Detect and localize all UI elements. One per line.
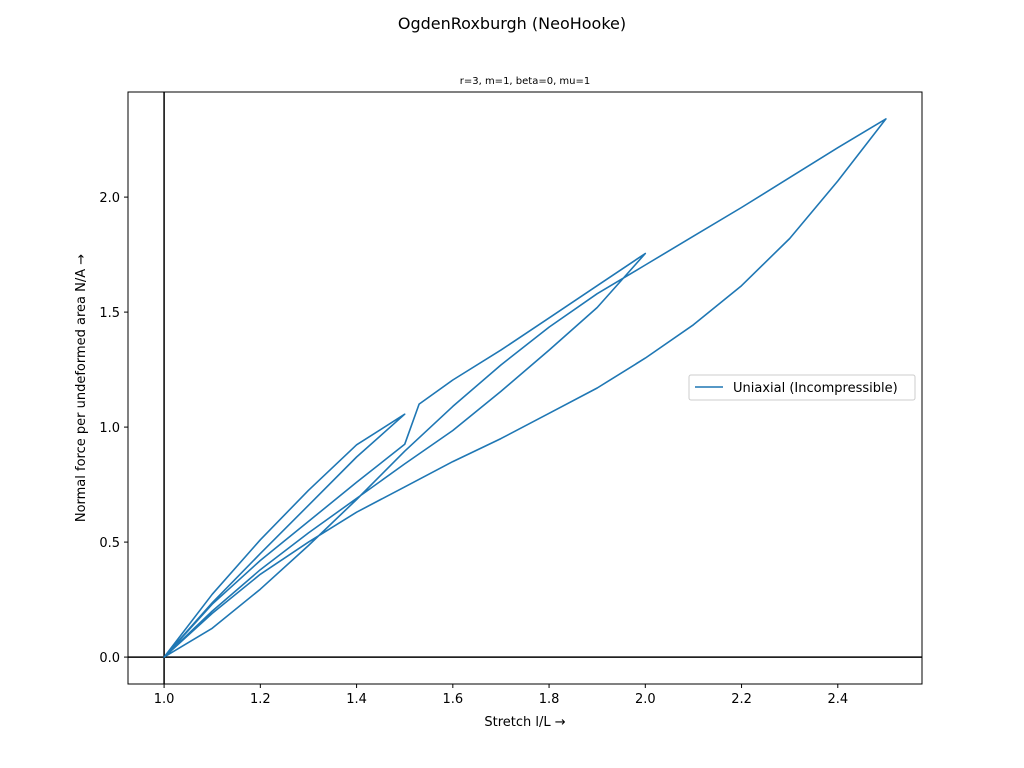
x-tick-label: 2.2 [731, 692, 752, 707]
legend: Uniaxial (Incompressible) [688, 374, 916, 401]
y-tick-label: 1.5 [99, 306, 120, 321]
y-tick-label: 0.0 [99, 651, 120, 666]
legend-box [688, 374, 916, 401]
y-axis-label: Normal force per undeformed area N/A → [74, 254, 89, 522]
x-tick-label: 1.6 [442, 692, 463, 707]
series-layer [163, 118, 887, 658]
plot-area [127, 91, 923, 685]
y-axis-ticks: 0.0 0.5 1.0 1.5 2.0 [99, 191, 128, 666]
x-tick-label: 1.2 [250, 692, 271, 707]
x-tick-label: 2.4 [827, 692, 848, 707]
x-tick-label: 1.0 [154, 692, 175, 707]
reference-lines [128, 92, 922, 684]
axes-title: r=3, m=1, beta=0, mu=1 [460, 76, 591, 87]
y-tick-label: 2.0 [99, 191, 120, 206]
x-axis-ticks: 1.0 1.2 1.4 1.6 1.8 2.0 2.2 2.4 [154, 684, 848, 707]
x-tick-label: 1.8 [539, 692, 560, 707]
series-line [163, 118, 887, 658]
y-tick-label: 0.5 [99, 536, 120, 551]
legend-label: Uniaxial (Incompressible) [733, 381, 898, 396]
x-axis-label: Stretch l/L → [484, 715, 565, 730]
plot-frame [127, 91, 923, 685]
x-tick-label: 2.0 [635, 692, 656, 707]
figure-suptitle: OgdenRoxburgh (NeoHooke) [398, 14, 626, 33]
y-tick-label: 1.0 [99, 421, 120, 436]
x-tick-label: 1.4 [346, 692, 367, 707]
